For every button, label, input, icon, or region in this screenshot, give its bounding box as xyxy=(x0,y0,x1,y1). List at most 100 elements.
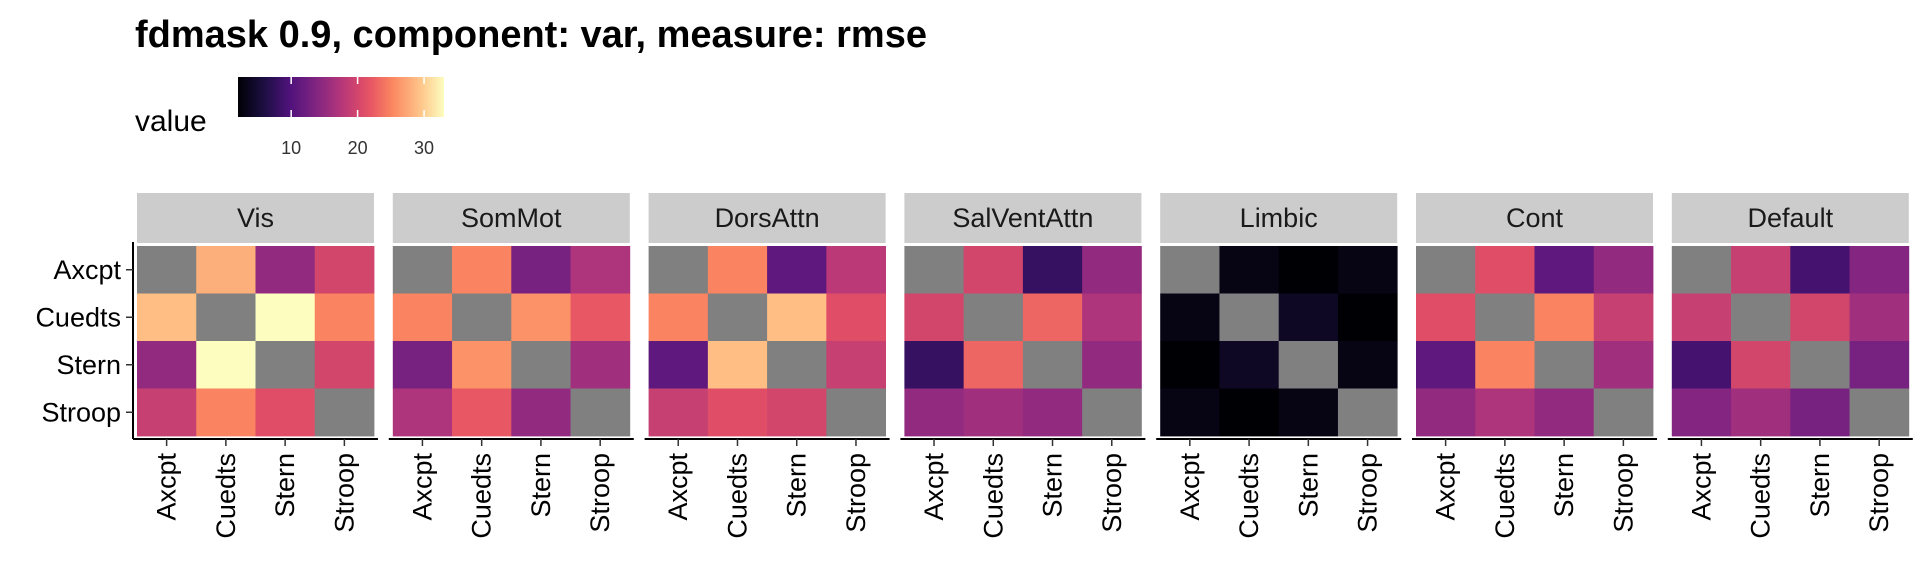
x-tick-label: Axcpt xyxy=(663,453,693,521)
heatmap-cell xyxy=(1534,341,1595,389)
facet-label: Vis xyxy=(237,203,274,233)
heatmap-cell xyxy=(570,341,631,389)
heatmap-cell xyxy=(511,341,571,389)
facet-strip xyxy=(904,193,1142,243)
facet-label: SalVentAttn xyxy=(952,203,1093,233)
heatmap-cell xyxy=(137,293,197,342)
heatmap-cell xyxy=(452,341,512,389)
x-tick-label: Stern xyxy=(1805,453,1835,518)
x-tick-label: Stroop xyxy=(1864,453,1894,533)
x-tick-label: Stern xyxy=(1038,453,1068,518)
heatmap-cell xyxy=(904,293,965,342)
heatmap-cell xyxy=(314,293,375,342)
facet-label: SomMot xyxy=(461,203,562,233)
heatmap-cell xyxy=(826,388,886,437)
heatmap-cell xyxy=(137,388,197,437)
heatmap-cell xyxy=(648,341,709,389)
x-tick-label: Cuedts xyxy=(1746,453,1776,539)
chart-title: fdmask 0.9, component: var, measure: rms… xyxy=(135,14,927,56)
heatmap-cell xyxy=(570,246,631,294)
heatmap-cell xyxy=(904,341,965,389)
y-tick-label: Cuedts xyxy=(35,302,121,332)
heatmap-cell xyxy=(707,341,768,389)
heatmap-cell xyxy=(767,388,827,437)
heatmap-cell xyxy=(196,293,256,342)
heatmap-cell xyxy=(1593,388,1654,437)
heatmap-cell xyxy=(255,246,316,294)
legend-colorbar xyxy=(238,77,444,117)
x-tick-label: Stern xyxy=(782,453,812,518)
x-tick-label: Stern xyxy=(1549,453,1579,518)
x-tick-label: Axcpt xyxy=(407,453,437,521)
heatmap-cell xyxy=(1790,341,1850,389)
heatmap-cell xyxy=(1337,293,1398,342)
heatmap-cell xyxy=(511,293,571,342)
heatmap-cell xyxy=(767,293,827,342)
heatmap-cell xyxy=(1671,246,1732,294)
heatmap-cell xyxy=(1278,293,1339,342)
heatmap-cell xyxy=(1022,293,1083,342)
heatmap-cell xyxy=(1593,293,1654,342)
heatmap-cell xyxy=(648,246,709,294)
heatmap-cell xyxy=(1416,246,1476,294)
heatmap-cell xyxy=(255,388,316,437)
heatmap-cell xyxy=(1731,341,1791,389)
heatmap-cell xyxy=(963,341,1024,389)
heatmap-cell xyxy=(826,293,886,342)
heatmap-cell xyxy=(1475,293,1535,342)
color-legend: 10 20 30 xyxy=(238,77,444,158)
heatmap-cell xyxy=(1534,293,1595,342)
x-tick-label: Axcpt xyxy=(1175,453,1205,521)
facet-strip xyxy=(1160,193,1398,243)
heatmap-cell xyxy=(1593,246,1654,294)
x-tick-label: Axcpt xyxy=(1431,453,1461,521)
heatmap-cell xyxy=(314,388,375,437)
heatmap-cell xyxy=(963,388,1024,437)
legend-tick-label: 10 xyxy=(281,138,301,158)
facet-label: Limbic xyxy=(1240,203,1318,233)
legend-tick-label: 30 xyxy=(414,138,434,158)
heatmap-cell xyxy=(452,293,512,342)
legend-title: value xyxy=(135,105,207,138)
heatmap-cell xyxy=(1790,246,1850,294)
heatmap-cell xyxy=(1022,388,1083,437)
heatmap-cell xyxy=(452,388,512,437)
heatmap-cell xyxy=(255,341,316,389)
heatmap-cell xyxy=(1849,246,1910,294)
x-tick-label: Stroop xyxy=(1353,453,1383,533)
heatmap-cell xyxy=(570,293,631,342)
heatmap-cell xyxy=(1416,388,1476,437)
x-tick-label: Axcpt xyxy=(1686,453,1716,521)
heatmap-cell xyxy=(314,246,375,294)
heatmap-cell xyxy=(392,341,453,389)
heatmap-cell xyxy=(1790,388,1850,437)
facet-panels: Vis Axcpt Cuedts Stern Stroop Axcpt Cuedts Ster… xyxy=(35,193,1913,539)
heatmap-cell xyxy=(1219,293,1280,342)
heatmap-cell xyxy=(1022,246,1083,294)
heatmap-cell xyxy=(1082,341,1142,389)
heatmap-cell xyxy=(707,388,768,437)
heatmap-cell xyxy=(1475,341,1535,389)
facet-label: DorsAttn xyxy=(715,203,820,233)
heatmap-cell xyxy=(196,388,256,437)
x-tick-label: Axcpt xyxy=(919,453,949,521)
facet-strip xyxy=(648,193,886,243)
heatmap-cell xyxy=(1731,388,1791,437)
x-tick-label: Cuedts xyxy=(722,453,752,539)
heatmap-cell xyxy=(137,341,197,389)
heatmap-cell xyxy=(1849,293,1910,342)
heatmap-cell xyxy=(452,246,512,294)
x-tick-label: Stroop xyxy=(1097,453,1127,533)
heatmap-cell xyxy=(1475,246,1535,294)
heatmap-cell xyxy=(314,341,375,389)
heatmap-cell xyxy=(1082,293,1142,342)
heatmap-cell xyxy=(1790,293,1850,342)
x-tick-label: Stroop xyxy=(329,453,359,533)
heatmap-cell xyxy=(1082,388,1142,437)
facet-strip xyxy=(1416,193,1653,243)
heatmap-cell xyxy=(826,246,886,294)
heatmap-cell xyxy=(1278,388,1339,437)
heatmap-cell xyxy=(1534,388,1595,437)
heatmap-cell xyxy=(511,388,571,437)
